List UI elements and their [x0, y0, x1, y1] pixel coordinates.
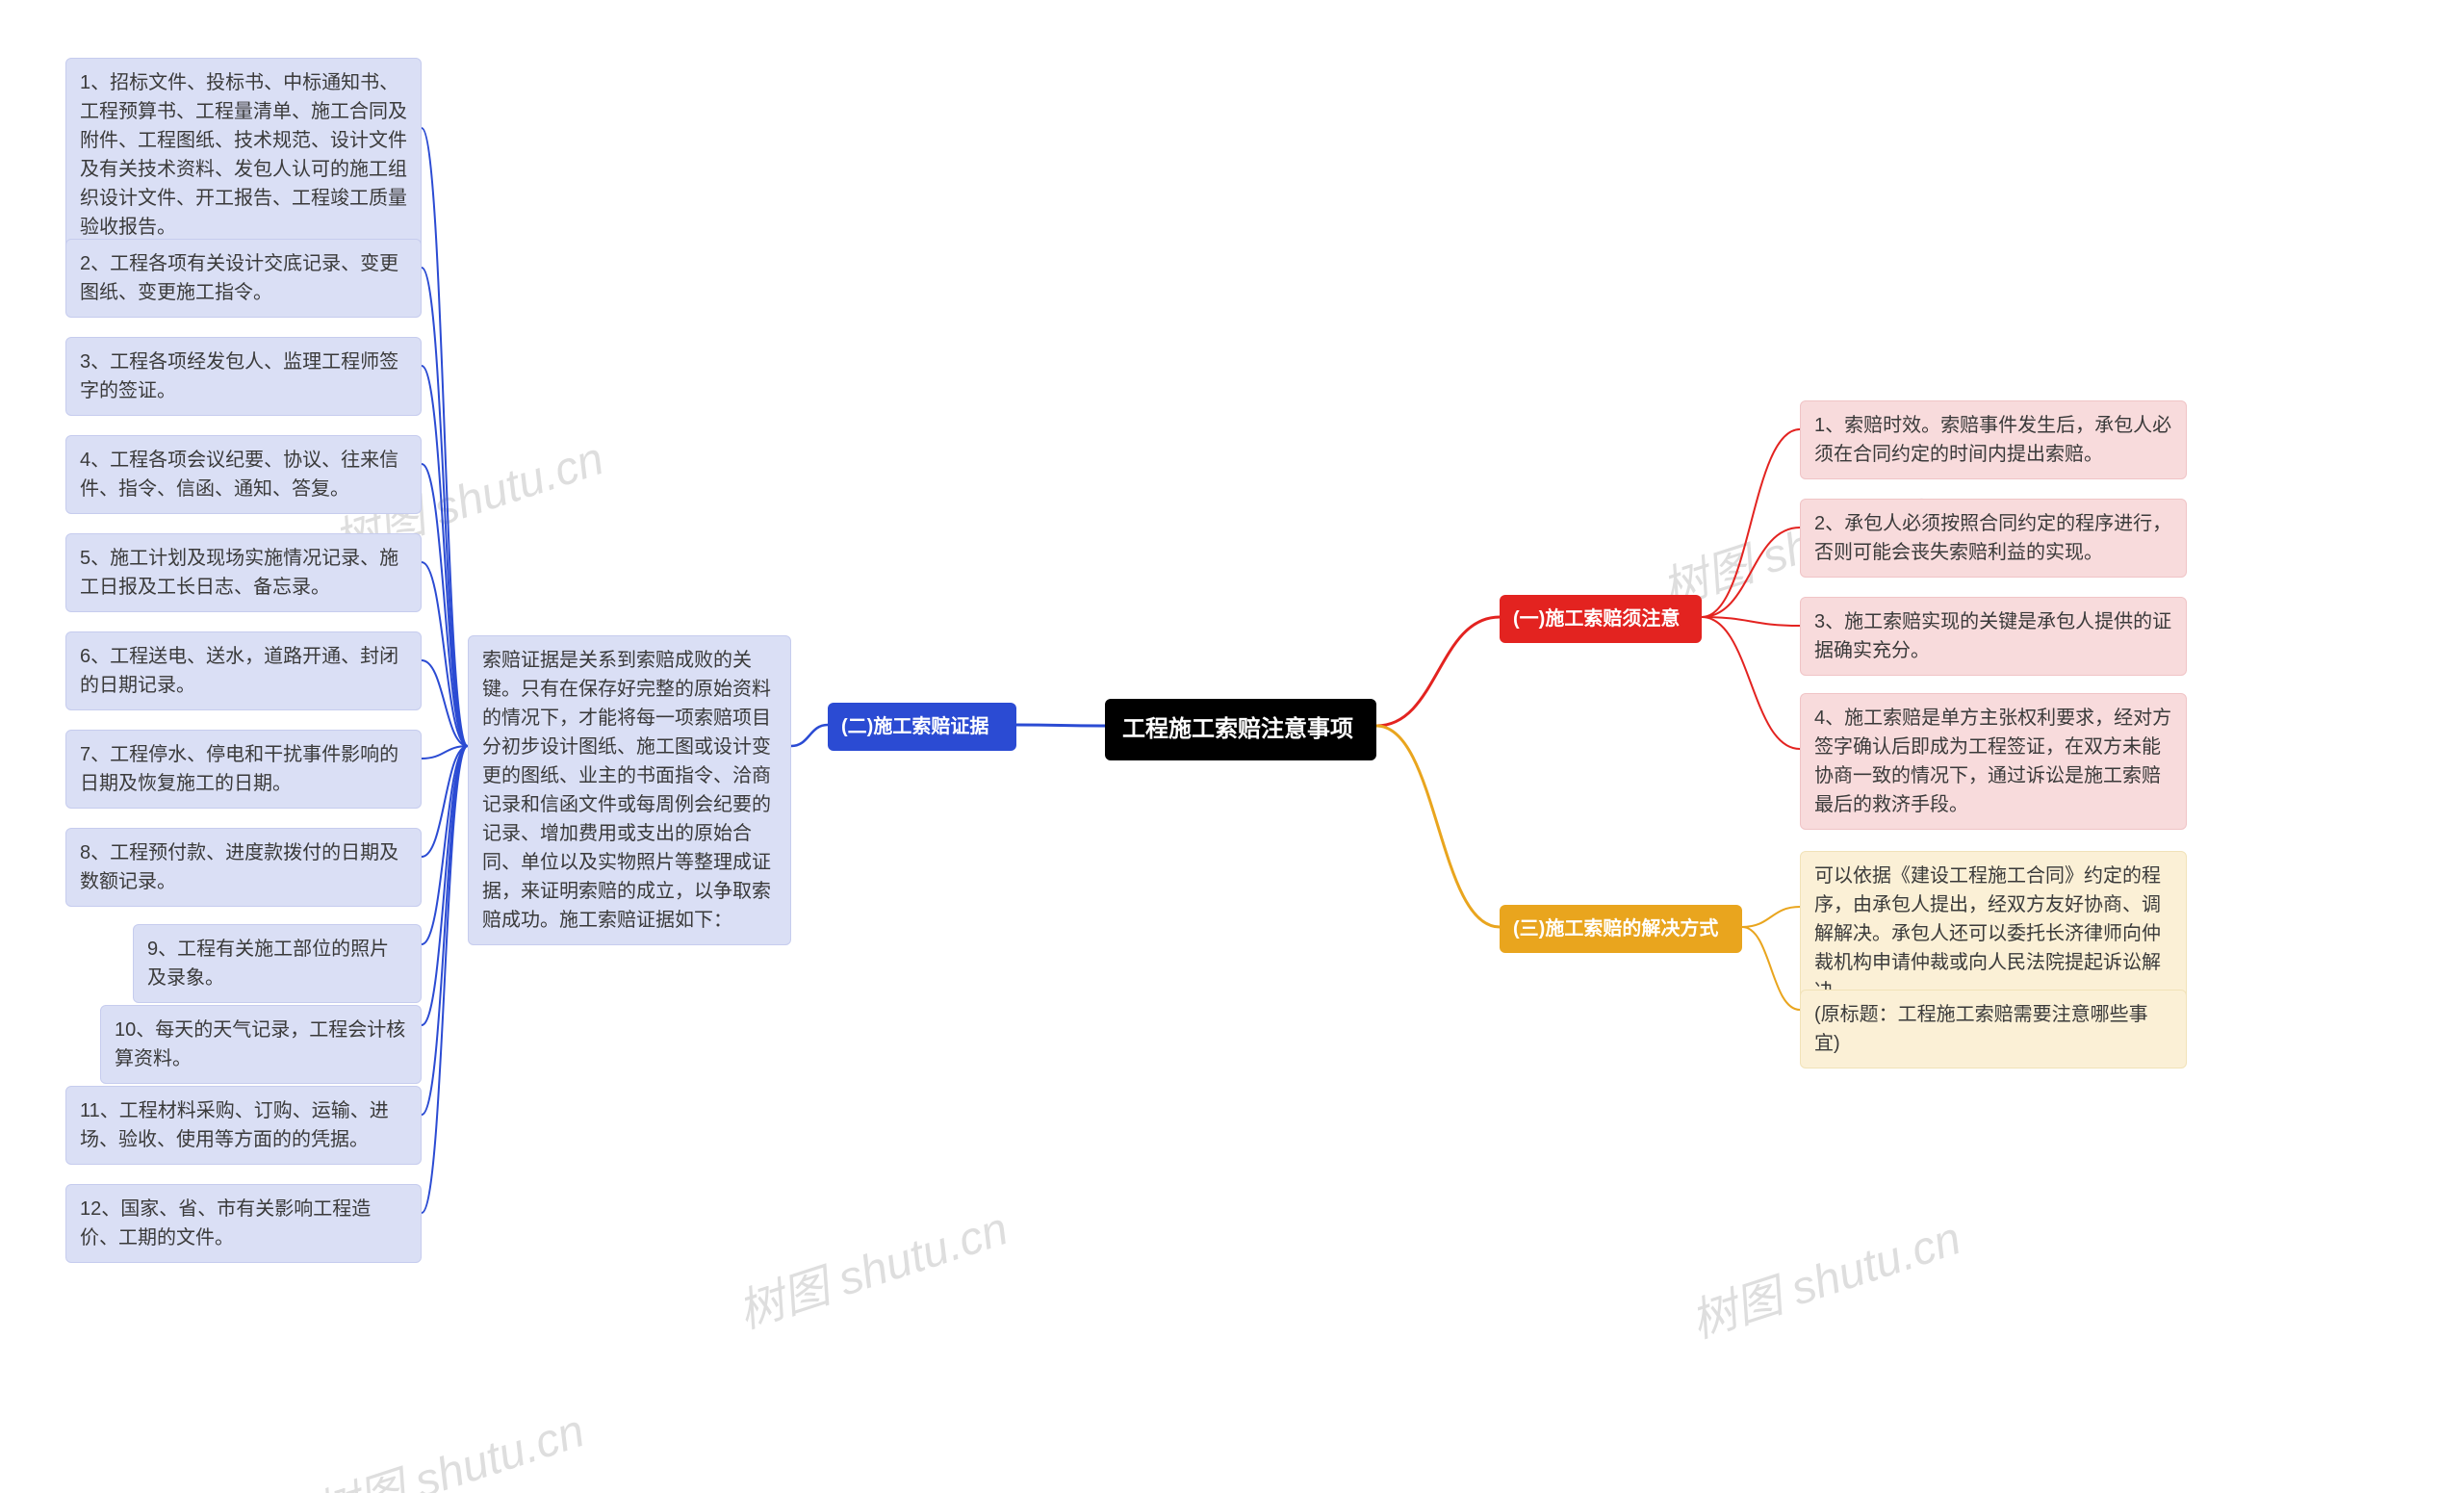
- leaf-node: 2、承包人必须按照合同约定的程序进行，否则可能会丧失索赔利益的实现。: [1800, 499, 2187, 578]
- mindmap-canvas: 树图 shutu.cn树图 shutu.cn树图 shutu.cn树图 shut…: [0, 0, 2464, 1493]
- branch-node: (二)施工索赔证据: [828, 703, 1016, 751]
- leaf-node: 3、施工索赔实现的关键是承包人提供的证据确实充分。: [1800, 597, 2187, 676]
- leaf-node: 12、国家、省、市有关影响工程造价、工期的文件。: [65, 1184, 422, 1263]
- watermark: 树图 shutu.cn: [1681, 1200, 1967, 1351]
- leaf-node: 11、工程材料采购、订购、运输、进场、验收、使用等方面的的凭据。: [65, 1086, 422, 1165]
- branch-node: (一)施工索赔须注意: [1500, 595, 1702, 643]
- leaf-node: 3、工程各项经发包人、监理工程师签字的签证。: [65, 337, 422, 416]
- leaf-node: 2、工程各项有关设计交底记录、变更图纸、变更施工指令。: [65, 239, 422, 318]
- leaf-node: 9、工程有关施工部位的照片及录象。: [133, 924, 422, 1003]
- watermark: 树图 shutu.cn: [728, 1191, 1014, 1341]
- leaf-node: (原标题：工程施工索赔需要注意哪些事宜): [1800, 990, 2187, 1068]
- leaf-node: 7、工程停水、停电和干扰事件影响的日期及恢复施工的日期。: [65, 730, 422, 809]
- leaf-node: 8、工程预付款、进度款拨付的日期及数额记录。: [65, 828, 422, 907]
- watermark: 树图 shutu.cn: [304, 1393, 591, 1493]
- root-node: 工程施工索赔注意事项: [1105, 699, 1376, 760]
- leaf-node: 5、施工计划及现场实施情况记录、施工日报及工长日志、备忘录。: [65, 533, 422, 612]
- leaf-node: 1、索赔时效。索赔事件发生后，承包人必须在合同约定的时间内提出索赔。: [1800, 400, 2187, 479]
- leaf-node: 4、工程各项会议纪要、协议、往来信件、指令、信函、通知、答复。: [65, 435, 422, 514]
- leaf-node: 1、招标文件、投标书、中标通知书、工程预算书、工程量清单、施工合同及附件、工程图…: [65, 58, 422, 252]
- leaf-node: 6、工程送电、送水，道路开通、封闭的日期记录。: [65, 631, 422, 710]
- leaf-node: 4、施工索赔是单方主张权利要求，经对方签字确认后即成为工程签证，在双方未能协商一…: [1800, 693, 2187, 830]
- intermediate-node: 索赔证据是关系到索赔成败的关键。只有在保存好完整的原始资料的情况下，才能将每一项…: [468, 635, 791, 945]
- leaf-node: 10、每天的天气记录，工程会计核算资料。: [100, 1005, 422, 1084]
- branch-node: (三)施工索赔的解决方式: [1500, 905, 1742, 953]
